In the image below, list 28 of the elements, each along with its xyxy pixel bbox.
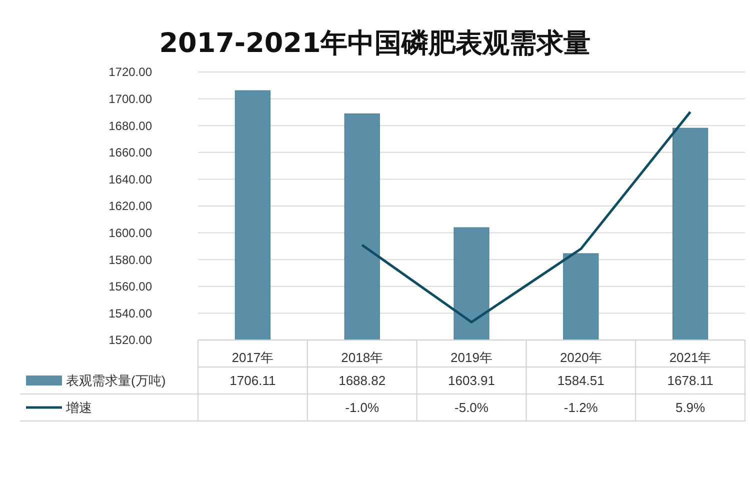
data-label: 5.9% (675, 400, 706, 416)
data-label: 1706.11 (230, 373, 276, 388)
data-label: -1.0% (345, 400, 380, 416)
y-tick-label: 1660.00 (108, 146, 152, 160)
x-tick-label: 2019年 (450, 350, 492, 366)
legend-label: 增速 (65, 400, 92, 416)
y-tick-label: 1580.00 (108, 252, 152, 267)
data-label: 1603.91 (448, 373, 495, 388)
data-label: -1.2% (564, 400, 598, 416)
y-tick-label: 1600.00 (108, 226, 152, 240)
y-tick-label: 1520.00 (108, 333, 152, 348)
y-tick-label: 1620.00 (108, 199, 152, 214)
y-tick-label: 1540.00 (108, 306, 152, 320)
data-label: 1584.51 (557, 373, 604, 388)
y-tick-label: 1560.00 (108, 280, 152, 294)
data-label: 1688.82 (338, 373, 386, 388)
x-tick-label: 2017年 (232, 350, 274, 366)
y-tick-label: 1680.00 (108, 118, 152, 133)
data-label: -5.0% (454, 400, 489, 416)
y-tick-label: 1640.00 (108, 172, 152, 186)
x-tick-label: 2021年 (669, 350, 712, 366)
y-tick-label: 1700.00 (108, 92, 152, 106)
legend-label: 表观需求量(万吨) (66, 373, 166, 388)
chart-title: 2017-2021年中国磷肥表观需求量 (159, 28, 591, 59)
x-tick-label: 2020年 (560, 350, 602, 366)
data-label: 1678.11 (667, 373, 714, 388)
y-tick-label: 1720.00 (108, 65, 152, 80)
x-tick-label: 2018年 (341, 350, 384, 366)
